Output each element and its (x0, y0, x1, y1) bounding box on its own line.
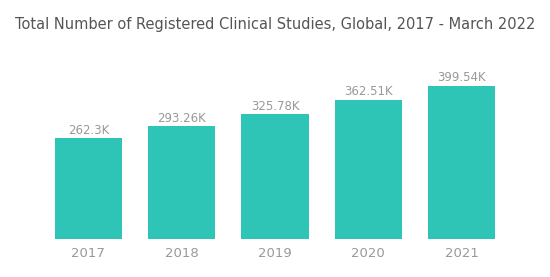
Bar (55, 138, 122, 239)
Text: 262.3K: 262.3K (68, 124, 109, 137)
Bar (241, 114, 309, 239)
Bar (148, 126, 215, 239)
Text: 362.51K: 362.51K (344, 85, 393, 98)
Text: 293.26K: 293.26K (157, 112, 206, 125)
Text: 325.78K: 325.78K (251, 99, 299, 112)
Bar (428, 86, 495, 239)
Text: 399.54K: 399.54K (437, 71, 486, 84)
Title: Total Number of Registered Clinical Studies, Global, 2017 - March 2022: Total Number of Registered Clinical Stud… (15, 17, 535, 32)
Bar (335, 100, 402, 239)
